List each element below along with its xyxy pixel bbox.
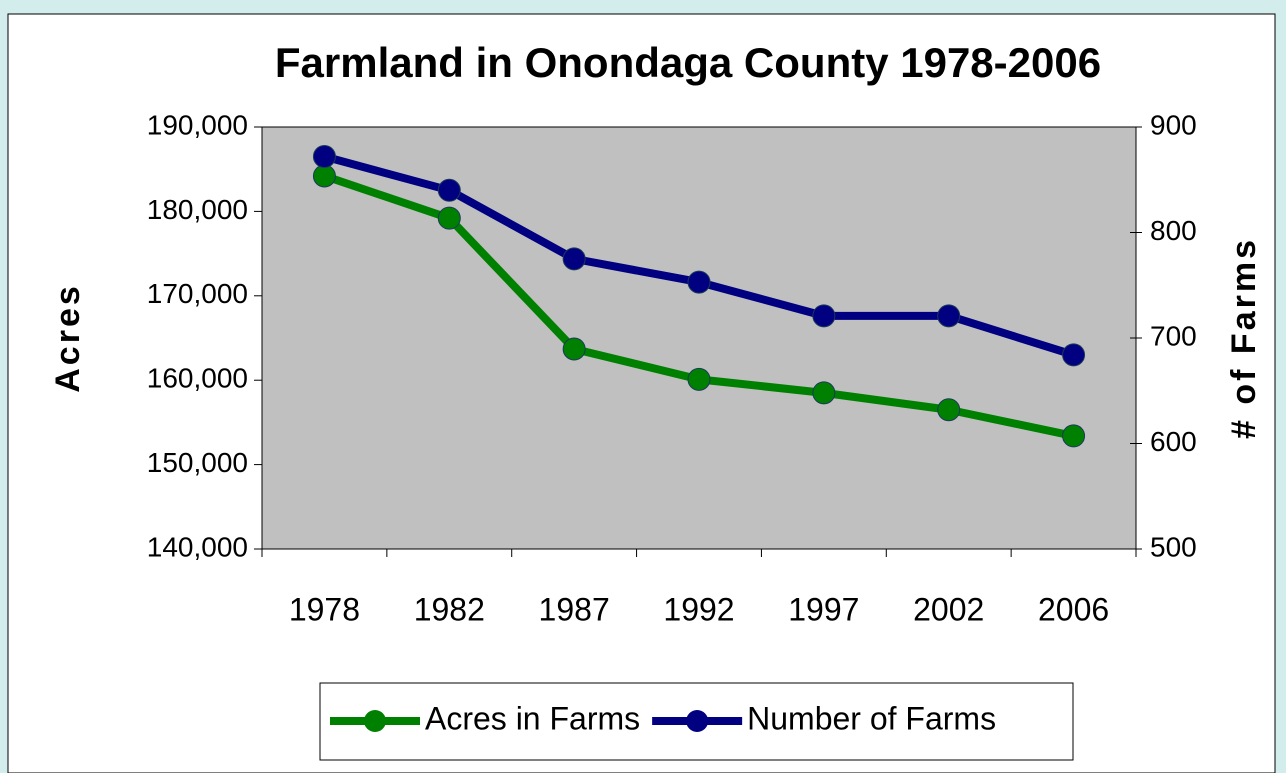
series-marker: [812, 304, 836, 328]
series-marker: [937, 398, 961, 422]
legend-marker: [364, 710, 386, 732]
series-marker: [437, 178, 461, 202]
series-marker: [812, 381, 836, 405]
y2-tick-label: 500: [1150, 531, 1197, 562]
x-tick-label: 1987: [539, 591, 610, 627]
y2-tick-label: 800: [1150, 215, 1197, 246]
y-tick-label: 150,000: [147, 447, 248, 478]
y2-tick-label: 700: [1150, 320, 1197, 351]
x-tick-label: 1997: [788, 591, 859, 627]
series-marker: [562, 247, 586, 271]
x-tick-label: 1982: [414, 591, 485, 627]
x-tick-label: 1978: [289, 591, 360, 627]
chart-title: Farmland in Onondaga County 1978-2006: [275, 39, 1101, 86]
y-axis-title: Acres: [49, 283, 87, 393]
series-marker: [312, 164, 336, 188]
x-tick-label: 2006: [1038, 591, 1109, 627]
legend-label: Acres in Farms: [425, 700, 640, 736]
x-tick-label: 1992: [663, 591, 734, 627]
y-tick-label: 170,000: [147, 278, 248, 309]
legend-label: Number of Farms: [747, 700, 996, 736]
plot-area: [261, 126, 1137, 550]
y-tick-label: 190,000: [147, 109, 248, 140]
series-marker: [1062, 343, 1086, 367]
legend-marker: [686, 710, 709, 732]
series-marker: [687, 270, 711, 294]
series-marker: [312, 145, 336, 169]
y2-tick-label: 900: [1150, 109, 1197, 140]
series-marker: [562, 337, 586, 361]
y2-tick-label: 600: [1150, 426, 1197, 457]
x-tick-label: 2002: [913, 591, 984, 627]
y-tick-label: 180,000: [147, 194, 248, 225]
y-tick-label: 140,000: [147, 531, 248, 562]
y2-axis-title: # of Farms: [1225, 237, 1263, 439]
series-marker: [1062, 424, 1086, 448]
y-tick-label: 160,000: [147, 363, 248, 394]
series-marker: [937, 304, 961, 328]
series-marker: [437, 206, 461, 230]
series-marker: [687, 367, 711, 391]
